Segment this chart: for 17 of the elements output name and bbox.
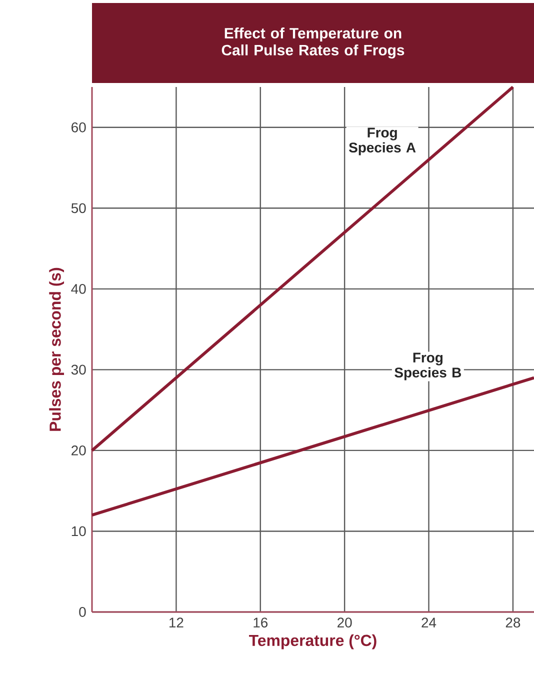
x-tick-label: 16 bbox=[254, 618, 268, 628]
series-label: Frog Species B bbox=[394, 352, 462, 380]
y-tick-label: 10 bbox=[72, 526, 86, 536]
y-tick-label: 20 bbox=[72, 446, 86, 456]
series-label: Frog Species A bbox=[349, 128, 416, 156]
y-tick-label: 50 bbox=[71, 203, 86, 214]
x-axis-title: Temperature (°C) bbox=[249, 634, 376, 650]
chart-title: Effect of Temperature on Call Pulse Rates of Frogs bbox=[222, 28, 404, 58]
y-tick-label: 60 bbox=[72, 122, 86, 132]
x-tick-label: 28 bbox=[506, 618, 520, 628]
y-axis-title: Pulses per second (s) bbox=[49, 268, 64, 431]
y-tick-label: 0 bbox=[79, 607, 86, 617]
x-tick-label: 20 bbox=[338, 618, 352, 628]
x-tick-label: 24 bbox=[422, 618, 436, 628]
y-tick-label: 40 bbox=[71, 284, 86, 294]
x-tick-label: 12 bbox=[169, 618, 184, 628]
y-tick-label: 30 bbox=[71, 364, 86, 375]
